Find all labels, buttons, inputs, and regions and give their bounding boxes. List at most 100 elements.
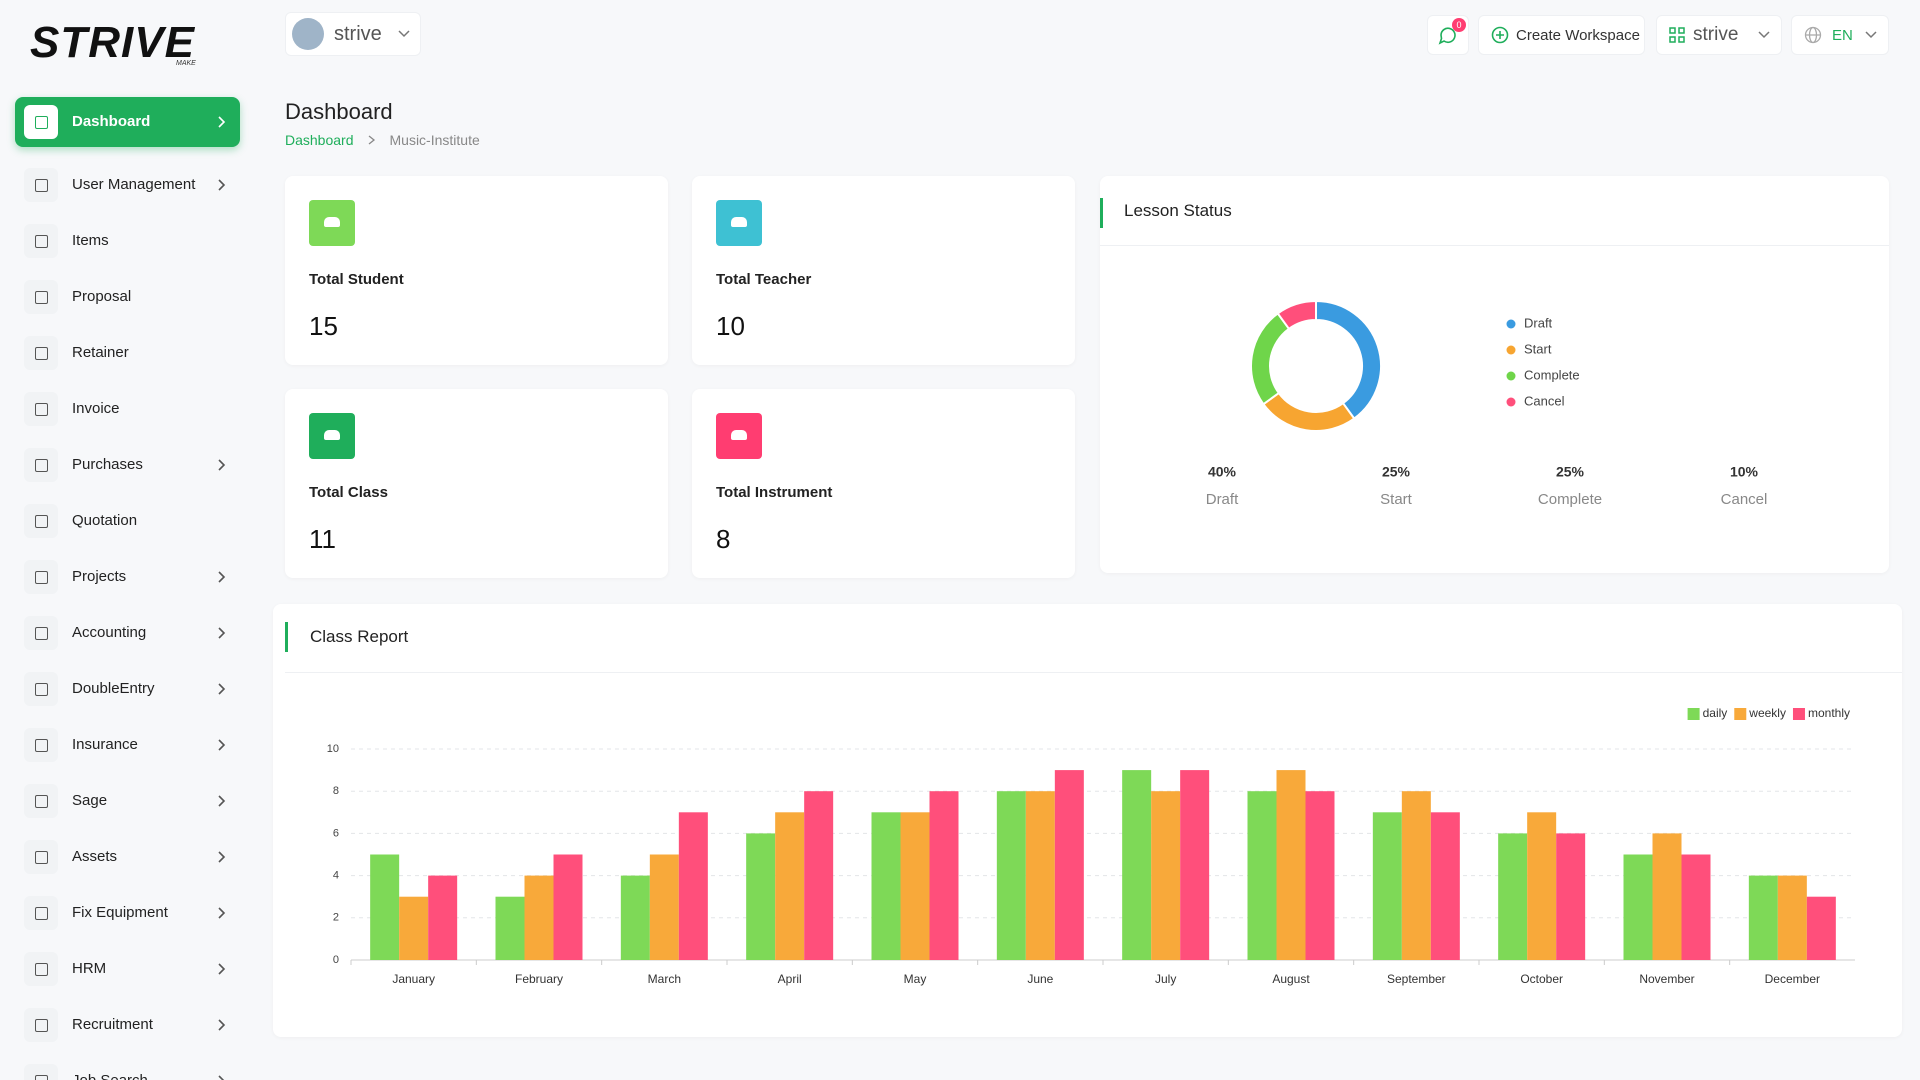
chevron: [1758, 31, 1770, 39]
menu-item[interactable]: Invoice: [15, 384, 240, 434]
menu-icon-glyph: [35, 907, 48, 920]
menu-item[interactable]: Insurance: [15, 720, 240, 770]
card-accent: [1100, 198, 1103, 228]
menu-item[interactable]: Fix Equipment: [15, 888, 240, 938]
chevron: [218, 851, 226, 863]
menu-icon: [24, 896, 58, 930]
workspace-avatar: [292, 18, 324, 50]
menu-label: Fix Equipment: [72, 904, 168, 921]
stat-icon-glyph: [731, 430, 747, 440]
create-workspace-button[interactable]: Create Workspace: [1478, 15, 1645, 55]
menu-item[interactable]: Purchases: [15, 440, 240, 490]
workspace-selector[interactable]: strive: [285, 12, 421, 56]
stat-icon-glyph: [731, 217, 747, 227]
class-report-card: Class Report: [273, 604, 1902, 1037]
menu-icon-glyph: [35, 683, 48, 696]
stat-value: 8: [716, 524, 731, 554]
language-menu[interactable]: EN: [1791, 15, 1889, 55]
menu-icon-glyph: [35, 795, 48, 808]
menu-icon: [24, 336, 58, 370]
menu-label: HRM: [72, 960, 107, 977]
menu-item[interactable]: Dashboard: [15, 97, 240, 147]
workspace-menu[interactable]: strive: [1656, 15, 1782, 55]
menu-item[interactable]: Retainer: [15, 328, 240, 378]
menu-label: DoubleEntry: [72, 680, 155, 697]
chevron-path: [218, 459, 226, 471]
breadcrumb-link[interactable]: Dashboard: [285, 132, 354, 148]
menu-item[interactable]: Items: [15, 216, 240, 266]
menu-item[interactable]: Recruitment: [15, 1000, 240, 1050]
stat-value: 11: [309, 524, 336, 554]
menu-item[interactable]: Job Search: [15, 1056, 240, 1080]
menu-icon: [24, 280, 58, 314]
menu-icon: [24, 616, 58, 650]
divider: [285, 672, 1902, 673]
breadcrumb-separator: [368, 135, 375, 145]
menu-icon: [24, 448, 58, 482]
menu-item[interactable]: DoubleEntry: [15, 664, 240, 714]
menu-icon-glyph: [35, 459, 48, 472]
chevron: [398, 30, 410, 38]
plus-icon: [1491, 26, 1509, 44]
menu-label: Job Search: [72, 1072, 148, 1080]
chevron: [218, 683, 226, 695]
menu-icon: [24, 672, 58, 706]
menu-label: Invoice: [72, 400, 120, 417]
chevron-path: [218, 1019, 226, 1031]
stat-label: Total Class: [309, 484, 388, 501]
menu-label: User Management: [72, 176, 196, 193]
chevron: [218, 907, 226, 919]
menu-label: Dashboard: [72, 113, 151, 130]
menu-item[interactable]: Proposal: [15, 272, 240, 322]
menu-label: Projects: [72, 568, 127, 585]
menu-icon: [24, 392, 58, 426]
menu-label: Purchases: [72, 456, 143, 473]
stat-label: Total Teacher: [716, 271, 812, 288]
logo-tagline: MAKE: [176, 60, 196, 67]
menu-item[interactable]: User Management: [15, 160, 240, 210]
logo[interactable]: STRIVE: [30, 18, 195, 67]
menu-label: Quotation: [72, 512, 138, 529]
menu-item[interactable]: Quotation: [15, 496, 240, 546]
menu-icon-glyph: [35, 627, 48, 640]
menu-label: Insurance: [72, 736, 138, 753]
stat-icon-glyph: [324, 430, 340, 440]
divider: [1100, 245, 1889, 246]
grid-icon: [1669, 27, 1685, 43]
menu-icon: [24, 840, 58, 874]
stat-card: Total Class 11: [285, 389, 668, 578]
chevron-path: [218, 907, 226, 919]
menu-label: Retainer: [72, 344, 129, 361]
menu-label: Items: [72, 232, 109, 249]
menu-icon-glyph: [35, 739, 48, 752]
menu-icon: [24, 952, 58, 986]
chevron-path: [218, 795, 226, 807]
menu-icon-glyph: [35, 347, 48, 360]
menu-label: Proposal: [72, 288, 132, 305]
chevron-path: [218, 683, 226, 695]
chevron: [218, 795, 226, 807]
create-workspace-label: Create Workspace: [1516, 26, 1640, 44]
menu-item[interactable]: Assets: [15, 832, 240, 882]
chevron-path: [218, 571, 226, 583]
menu-icon: [24, 1064, 58, 1080]
menu-icon-glyph: [35, 179, 48, 192]
menu-label: Sage: [72, 792, 108, 809]
lesson-status-card: Lesson Status: [1100, 176, 1889, 573]
menu-item[interactable]: HRM: [15, 944, 240, 994]
globe-icon: [1804, 26, 1822, 44]
menu-icon-glyph: [35, 116, 48, 129]
stat-label: Total Instrument: [716, 484, 833, 501]
messages-button[interactable]: 0: [1427, 15, 1469, 55]
chevron-path: [218, 739, 226, 751]
stat-card: Total Student 15: [285, 176, 668, 365]
menu-item[interactable]: Sage: [15, 776, 240, 826]
menu-item[interactable]: Projects: [15, 552, 240, 602]
chevron: [218, 1019, 226, 1031]
chevron-path: [218, 116, 226, 128]
breadcrumb-current: Music-Institute: [389, 132, 480, 148]
menu-icon-glyph: [35, 963, 48, 976]
menu-item[interactable]: Accounting: [15, 608, 240, 658]
chevron-path: [218, 851, 226, 863]
card-accent: [285, 622, 288, 652]
